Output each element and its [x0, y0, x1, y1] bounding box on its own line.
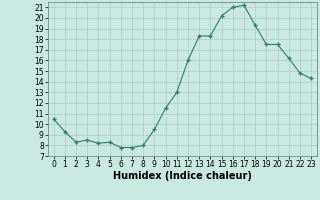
- X-axis label: Humidex (Indice chaleur): Humidex (Indice chaleur): [113, 171, 252, 181]
